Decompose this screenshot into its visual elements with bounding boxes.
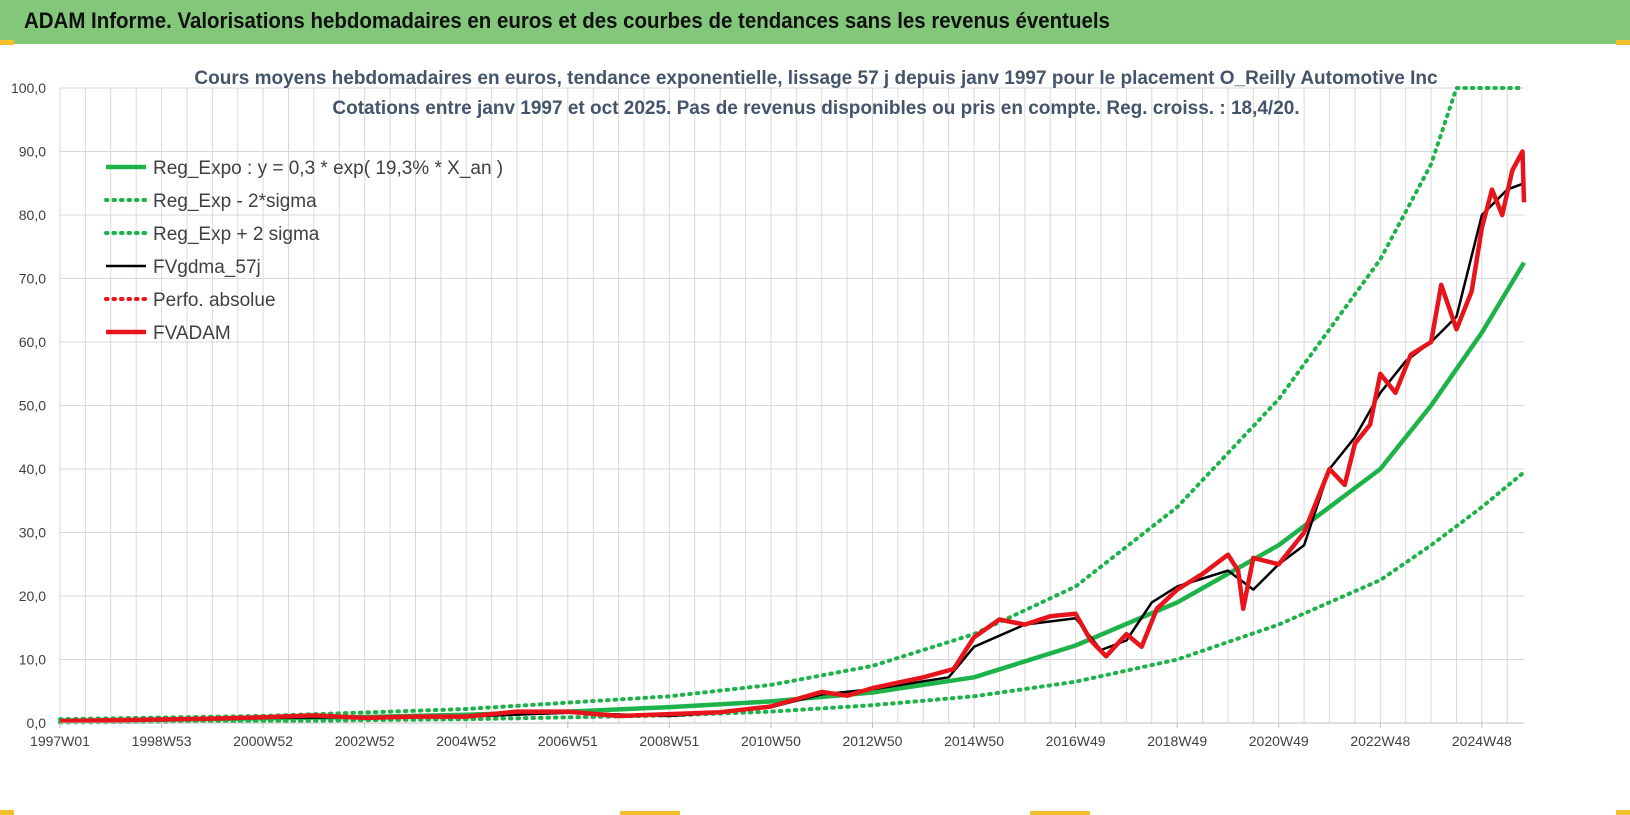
x-tick-label: 2020W49 [1249,733,1309,749]
legend-label: FVgdma_57j [153,257,261,278]
x-tick-label: 2006W51 [538,733,598,749]
page-title: ADAM Informe. Valorisations hebdomadaire… [24,8,1110,33]
axis-layer: 0,0 10,0 20,0 30,0 40,0 50,0 60,0 70,0 80,0 90,0 1… [11,80,1524,749]
bottom-accent [1030,811,1090,815]
series-layer [58,86,1527,725]
y-tick-label: 90,0 [19,144,46,160]
chart-title: Cours moyens hebdomadaires en euros, ten… [194,68,1438,89]
gridlines [59,87,1524,724]
legend-label: Reg_Expo : y = 0,3 * exp( 19,3% * X_an ) [153,158,503,179]
x-tick-label: 2012W50 [843,733,903,749]
corner-accent [0,40,14,45]
legend-label: Reg_Exp + 2 sigma [153,224,320,245]
corner-accent [1616,810,1630,815]
bottom-accent [620,811,680,815]
chart-subtitle: Cotations entre janv 1997 et oct 2025. P… [332,98,1299,119]
y-tick-label: 50,0 [19,398,46,414]
legend-label: Reg_Exp - 2*sigma [153,191,317,212]
y-tick-label: 40,0 [19,461,46,477]
y-tick-label: 30,0 [19,525,46,541]
x-tick-label: 2002W52 [335,733,395,749]
y-tick-label: 100,0 [11,80,46,96]
y-tick-label: 60,0 [19,334,46,350]
series-line-5 [59,149,1527,724]
series-line-2 [58,86,1526,722]
x-tick-label: 2024W48 [1452,733,1512,749]
legend: Reg_Expo : y = 0,3 * exp( 19,3% * X_an )… [104,158,503,344]
y-tick-label: 0,0 [27,715,47,731]
x-tick-label: 2000W52 [233,733,293,749]
x-tick-label: 2014W50 [944,733,1004,749]
x-tick-label: 2004W52 [436,733,496,749]
legend-label: FVADAM [153,323,231,344]
y-tick-label: 10,0 [19,652,46,668]
y-tick-label: 20,0 [19,588,46,604]
x-tick-label: 2016W49 [1046,733,1106,749]
x-tick-label: 2018W49 [1147,733,1207,749]
x-tick-label: 2022W48 [1350,733,1410,749]
corner-accent [1616,40,1630,45]
series-line-1 [58,470,1526,725]
x-tick-label: 1998W53 [132,733,192,749]
corner-accent [0,810,14,815]
y-tick-label: 80,0 [19,207,46,223]
header-bar: ADAM Informe. Valorisations hebdomadaire… [0,0,1630,44]
y-tick-label: 70,0 [19,271,46,287]
legend-label: Perfo. absolue [153,290,276,311]
x-tick-label: 2010W50 [741,733,801,749]
x-tick-label: 1997W01 [30,733,90,749]
x-tick-label: 2008W51 [639,733,699,749]
chart-area: 0,0 10,0 20,0 30,0 40,0 50,0 60,0 70,0 80,0 90,0 1… [11,68,1527,749]
